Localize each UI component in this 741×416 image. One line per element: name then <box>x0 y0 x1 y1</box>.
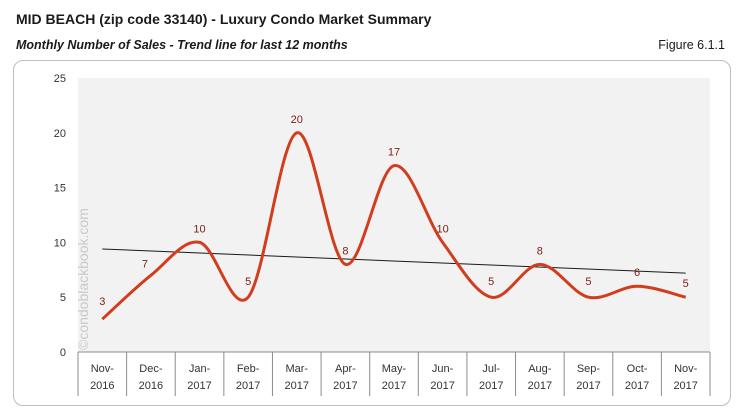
y-tick-label: 5 <box>60 292 66 304</box>
x-tick-label: Dec- <box>139 363 163 375</box>
x-tick-label: Sep- <box>577 363 601 375</box>
plot-area <box>78 78 710 352</box>
trend-line <box>102 248 686 274</box>
x-tick-label: 2017 <box>382 380 406 392</box>
x-axis: Nov- 2016 Dec- 2016 Jan- 2017 Feb- 2017 Mar- 2017… <box>77 351 711 396</box>
data-label: 5 <box>585 276 591 288</box>
data-label: 5 <box>245 276 251 288</box>
x-tick-label: 2017 <box>187 380 211 392</box>
y-tick-label: 25 <box>54 73 66 85</box>
x-tick-label: 2017 <box>673 380 697 392</box>
watermark-text: ©condoblackbook.com <box>75 208 91 350</box>
x-tick-label: Feb- <box>237 363 260 375</box>
x-tick-label: 2016 <box>139 380 163 392</box>
y-tick-label: 10 <box>54 237 66 249</box>
x-tick-label: 2016 <box>90 380 114 392</box>
data-label: 10 <box>193 223 205 235</box>
x-tick-label: Apr- <box>335 363 356 375</box>
x-tick-label: 2017 <box>285 380 309 392</box>
x-tick-label: Aug- <box>528 363 552 375</box>
data-label: 5 <box>683 278 689 290</box>
x-tick-label: Jan- <box>189 363 211 375</box>
x-tick-label: 2017 <box>236 380 260 392</box>
y-tick-label: 0 <box>60 347 66 359</box>
y-tick-label: 15 <box>54 183 66 195</box>
x-tick-label: May- <box>382 363 407 375</box>
x-tick-label: 2017 <box>430 380 454 392</box>
series-line <box>101 131 687 321</box>
x-tick-label: Jul- <box>482 363 500 375</box>
data-label: 7 <box>142 258 148 270</box>
data-label: 17 <box>388 147 400 159</box>
data-labels: 3 7 10 5 20 8 17 10 5 8 5 6 5 <box>99 114 689 308</box>
y-axis: 0 5 10 15 20 25 <box>54 73 66 359</box>
data-label: 5 <box>488 276 494 288</box>
chart-title: MID BEACH (zip code 33140) - Luxury Cond… <box>16 11 432 27</box>
data-label: 20 <box>291 114 303 126</box>
y-tick-label: 20 <box>54 128 66 140</box>
x-tick-label: 2017 <box>576 380 600 392</box>
x-tick-label: Jun- <box>432 363 454 375</box>
data-label: 8 <box>342 245 348 257</box>
data-label: 3 <box>99 296 105 308</box>
x-tick-label: Oct- <box>627 363 648 375</box>
x-tick-label: Nov- <box>674 363 698 375</box>
figure-label: Figure 6.1.1 <box>658 38 725 52</box>
x-tick-label: 2017 <box>479 380 503 392</box>
data-label: 8 <box>537 245 543 257</box>
x-tick-label: 2017 <box>333 380 357 392</box>
x-tick-label: 2017 <box>528 380 552 392</box>
data-label: 6 <box>634 267 640 279</box>
chart-subtitle: Monthly Number of Sales - Trend line for… <box>16 38 348 52</box>
data-label: 10 <box>436 223 448 235</box>
x-tick-label: Mar- <box>285 363 308 375</box>
x-tick-label: 2017 <box>625 380 649 392</box>
x-tick-label: Nov- <box>91 363 115 375</box>
